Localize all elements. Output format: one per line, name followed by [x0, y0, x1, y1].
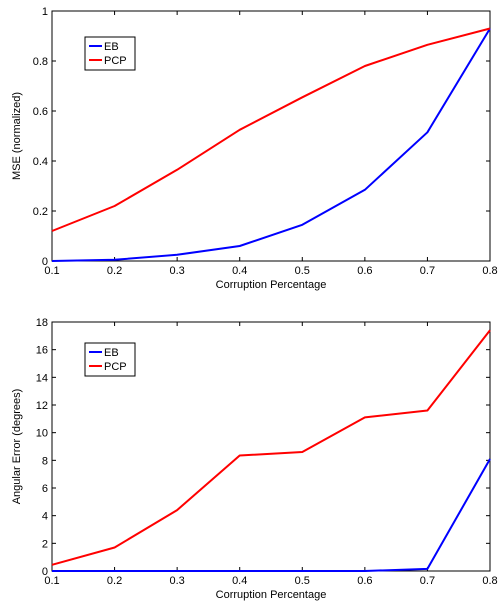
y-tick-label: 12 [36, 400, 48, 412]
y-tick-label: 18 [36, 317, 48, 329]
y-tick-label: 14 [36, 372, 48, 384]
series-line-pcp [51, 329, 491, 566]
y-axis-label: Angular Error (degrees) [11, 389, 23, 505]
legend-label-pcp: PCP [104, 55, 127, 67]
y-tick-label: 16 [36, 345, 48, 357]
y-axis-label: MSE (normalized) [11, 92, 23, 180]
x-tick-label: 0.1 [44, 575, 59, 587]
y-tick-label: 8 [42, 455, 48, 467]
legend: EB PCP [84, 36, 136, 71]
x-tick-label: 0.3 [169, 265, 184, 277]
legend-label-eb: EB [104, 41, 119, 53]
x-tick-label: 0.2 [107, 265, 122, 277]
y-tick-label: 0 [42, 256, 48, 268]
legend-box [84, 36, 136, 71]
x-tick-label: 0.6 [357, 265, 372, 277]
y-tick-label: 4 [42, 511, 48, 523]
y-tick-label: 10 [36, 428, 48, 440]
series-line-eb [52, 458, 491, 572]
x-tick-label: 0.2 [107, 575, 122, 587]
y-tick-label: 0 [42, 566, 48, 578]
y-tick-label: 0.2 [33, 206, 48, 218]
x-axis-label: Corruption Percentage [216, 589, 327, 601]
legend-box [84, 342, 136, 377]
series-line-pcp [51, 27, 491, 232]
x-tick-label: 0.5 [295, 265, 310, 277]
y-tick-label: 0.8 [33, 56, 48, 68]
x-tick-label: 0.8 [482, 265, 497, 277]
x-tick-label: 0.5 [295, 575, 310, 587]
x-tick-label: 0.4 [232, 265, 247, 277]
legend: EB PCP [84, 342, 136, 377]
y-tick-label: 6 [42, 483, 48, 495]
y-tick-label: 0.6 [33, 106, 48, 118]
x-tick-label: 0.7 [420, 265, 435, 277]
series-line-eb [51, 27, 491, 262]
x-tick-label: 0.8 [482, 575, 497, 587]
legend-label-pcp: PCP [104, 361, 127, 373]
chart-1: 0.1 0.2 0.3 0.4 0.5 0.6 0.7 0.8 0 0.2 0.4 0.6 0.8 1 Co… [11, 6, 498, 291]
y-tick-label: 2 [42, 538, 48, 550]
x-tick-label: 0.1 [44, 265, 59, 277]
x-axis-label: Corruption Percentage [216, 279, 327, 291]
chart-2: 0.1 0.2 0.3 0.4 0.5 0.6 0.7 0.8 0 2 4 6 8 10 12 14 16 18 C… [11, 317, 498, 601]
x-tick-label: 0.3 [169, 575, 184, 587]
y-tick-label: 0.4 [33, 156, 48, 168]
x-tick-label: 0.6 [357, 575, 372, 587]
x-tick-label: 0.4 [232, 575, 247, 587]
y-tick-label: 1 [42, 6, 48, 18]
x-tick-label: 0.7 [420, 575, 435, 587]
legend-label-eb: EB [104, 347, 119, 359]
